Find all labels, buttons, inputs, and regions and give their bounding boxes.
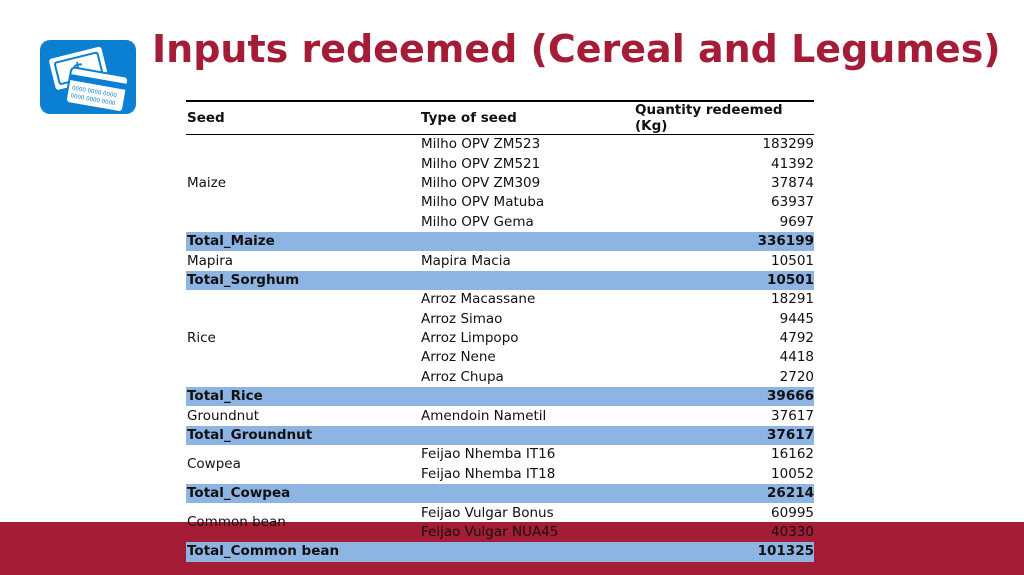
total-row: Total_Maize 336199 (186, 231, 814, 252)
header-type-of-seed: Type of seed (420, 100, 634, 135)
type-cell: Milho OPV Gema (421, 213, 534, 230)
table-row: Mapira Mapira Macia 10501 (186, 251, 814, 270)
total-value: 26214 (634, 484, 814, 504)
qty-cell: 63937 (771, 194, 814, 211)
page-title: Inputs redeemed (Cereal and Legumes) (152, 27, 1001, 71)
type-cell: Milho OPV ZM523 (421, 136, 541, 153)
type-cell: Milho OPV ZM309 (421, 174, 541, 191)
total-empty-cell (420, 425, 634, 446)
table-row: Arroz Simao 9445 (186, 310, 814, 329)
qty-cell: 9445 (779, 310, 814, 327)
type-cell: Arroz Macassane (421, 291, 536, 308)
qty-cell: 37874 (771, 174, 814, 191)
total-row: Total_Rice 39666 (186, 387, 814, 407)
qty-cell: 2720 (779, 368, 814, 385)
type-cell: Mapira Macia (421, 252, 511, 269)
type-cell: Arroz Chupa (421, 368, 504, 385)
seed-cell: Cowpea (187, 456, 241, 473)
total-label: Total_Groundnut (186, 425, 420, 446)
table-row: Arroz Nene 4418 (186, 348, 814, 367)
total-empty-cell (420, 231, 634, 252)
table-row: Common bean Feijao Vulgar Bonus 60995 (186, 503, 814, 531)
total-value: 101325 (634, 542, 814, 562)
qty-cell: 183299 (762, 136, 814, 153)
table-row: Maize Milho OPV ZM523 183299 (186, 135, 814, 191)
total-value: 10501 (634, 270, 814, 291)
seed-cell: Common bean (187, 514, 286, 531)
qty-cell: 4792 (779, 330, 814, 347)
type-cell: Milho OPV Matuba (421, 194, 545, 211)
total-value: 336199 (634, 231, 814, 252)
total-label: Total_Maize (186, 231, 420, 252)
total-empty-cell (420, 387, 634, 407)
seed-cell: Groundnut (187, 407, 260, 424)
type-cell: Milho OPV ZM521 (421, 155, 541, 172)
qty-cell: 10501 (771, 252, 814, 269)
table-row: Milho OPV Gema 9697 (186, 213, 814, 232)
total-row: Total_Cowpea 26214 (186, 484, 814, 504)
total-empty-cell (420, 542, 634, 562)
total-value: 37617 (634, 425, 814, 446)
table-row: Arroz Chupa 2720 (186, 368, 814, 387)
table-row: Milho OPV ZM309 37874 (186, 174, 814, 193)
qty-cell: 40330 (771, 524, 814, 540)
qty-cell: 9697 (779, 213, 814, 230)
table-row: Cowpea Feijao Nhemba IT16 16162 (186, 445, 814, 472)
total-empty-cell (420, 484, 634, 504)
type-cell: Amendoin Nametil (421, 407, 547, 424)
total-row: Total_Sorghum 10501 (186, 270, 814, 291)
table-row: Rice Arroz Macassane 18291 (186, 290, 814, 346)
table-row: Arroz Limpopo 4792 (186, 329, 814, 348)
total-label: Total_Cowpea (186, 484, 420, 504)
total-row: Total_Groundnut 37617 (186, 425, 814, 446)
total-label: Total_Sorghum (186, 270, 420, 291)
total-label: Total_Rice (186, 387, 420, 407)
table-row: Milho OPV ZM521 41392 (186, 154, 814, 173)
type-cell: Feijao Nhemba IT18 (421, 465, 556, 482)
qty-cell: 41392 (771, 155, 814, 172)
total-label: Total_Common bean (186, 542, 420, 562)
qty-cell: 10052 (771, 465, 814, 482)
type-cell: Arroz Limpopo (421, 330, 519, 347)
qty-cell: 4418 (779, 349, 814, 366)
total-value: 39666 (634, 387, 814, 407)
type-cell: Arroz Nene (421, 349, 496, 366)
qty-cell: 60995 (771, 504, 814, 521)
seed-cell: Maize (187, 174, 227, 191)
table-row: Groundnut Amendoin Nametil 37617 (186, 406, 814, 425)
table-row: Feijao Nhemba IT18 10052 (186, 465, 814, 484)
money-card-icon: $ 0000 0000 0000 0000 0000 0000 (40, 40, 136, 114)
type-cell: Feijao Vulgar NUA45 (421, 524, 559, 540)
header-quantity: Quantity redeemed (Kg) (634, 100, 814, 135)
table-header-row: Seed Type of seed Quantity redeemed (Kg) (186, 100, 814, 135)
type-cell: Arroz Simao (421, 310, 503, 327)
qty-cell: 37617 (771, 407, 814, 424)
qty-cell: 16162 (771, 446, 814, 463)
table-row: Feijao Vulgar NUA45 40330 (186, 523, 814, 542)
inputs-table: Seed Type of seed Quantity redeemed (Kg)… (186, 100, 814, 562)
type-cell: Feijao Vulgar Bonus (421, 504, 554, 521)
total-empty-cell (420, 270, 634, 291)
table-row: Milho OPV Matuba 63937 (186, 193, 814, 212)
seed-cell: Mapira (187, 252, 234, 269)
type-cell: Feijao Nhemba IT16 (421, 446, 556, 463)
qty-cell: 18291 (771, 291, 814, 308)
total-row: Total_Common bean 101325 (186, 542, 814, 562)
seed-cell: Rice (187, 330, 216, 347)
header-seed: Seed (186, 100, 420, 135)
